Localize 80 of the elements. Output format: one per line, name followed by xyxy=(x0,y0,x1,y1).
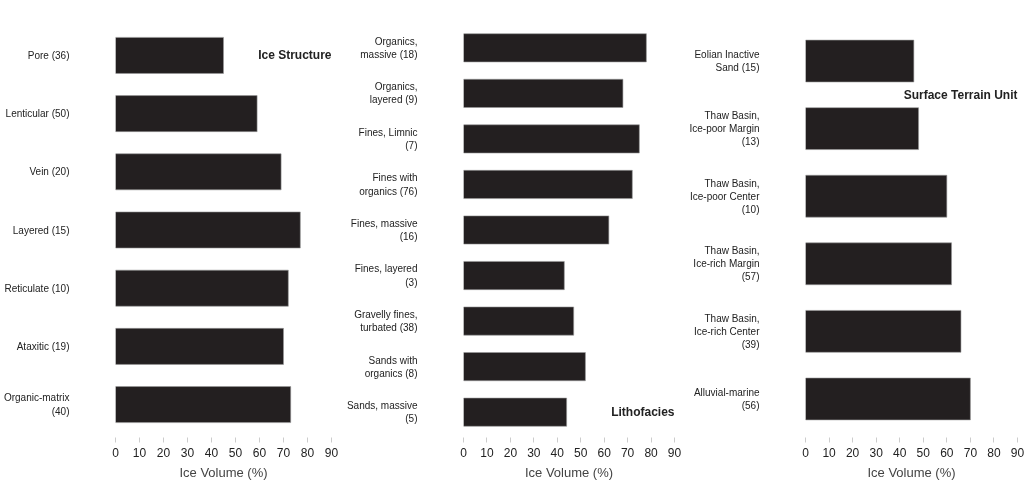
bar xyxy=(463,306,574,336)
bar xyxy=(115,269,289,307)
y-tick-label: Lenticular (50) xyxy=(5,108,70,120)
y-tick-label: Thaw Basin, Ice-poor Center (10) xyxy=(690,177,761,215)
bar xyxy=(463,261,565,290)
bar xyxy=(463,124,640,154)
bar xyxy=(805,39,915,83)
x-tick-label: 50 xyxy=(228,445,243,460)
bar xyxy=(115,328,284,365)
x-tick-label: 80 xyxy=(987,445,1001,460)
y-tick-label: Fines, Limnic (7) xyxy=(358,126,418,152)
x-tick-label: 70 xyxy=(620,445,635,460)
y-tick-label: Eolian Inactive Sand (15) xyxy=(694,48,760,74)
y-tick-label: Gravelly fines, turbated (38) xyxy=(354,308,418,334)
x-tick-label: 20 xyxy=(156,445,171,460)
bar xyxy=(463,170,633,199)
bar xyxy=(115,386,291,423)
bar xyxy=(115,37,224,74)
x-tick-label: 0 xyxy=(460,445,468,460)
x-axis-title: Ice Volume (%) xyxy=(524,464,614,480)
y-tick-label: Fines with organics (76) xyxy=(359,172,418,197)
x-tick-label: 50 xyxy=(574,445,588,460)
text: Surface Terrain Unit xyxy=(903,87,1018,102)
x-tick-label: 60 xyxy=(597,445,612,460)
y-tick-label: Thaw Basin, Ice-rich Center (39) xyxy=(693,312,761,351)
bar xyxy=(463,78,624,108)
y-tick-label: Fines, massive (16) xyxy=(350,217,418,243)
y-tick-label: Sands with organics (8) xyxy=(364,354,418,379)
bar xyxy=(805,377,971,421)
y-tick-label: Thaw Basin, Ice-rich Margin (57) xyxy=(693,245,760,283)
bar xyxy=(463,397,567,427)
x-tick-label: 70 xyxy=(276,445,291,460)
y-tick-label: Organics, massive (18) xyxy=(360,35,418,60)
bar xyxy=(463,33,647,63)
bar xyxy=(115,95,258,132)
x-tick-label: 70 xyxy=(963,445,978,460)
y-tick-label: Alluvial-marine (56) xyxy=(693,386,760,412)
y-tick-label: Thaw Basin, Ice-poor Margin (13) xyxy=(689,109,760,148)
x-axis-title: Ice Volume (%) xyxy=(867,464,956,480)
y-tick-label: Organic-matrix (40) xyxy=(3,392,70,417)
y-tick-label: Reticulate (10) xyxy=(4,282,70,294)
x-tick-label: 10 xyxy=(480,445,494,460)
x-tick-label: 90 xyxy=(324,445,339,460)
text: Ice Structure xyxy=(258,48,332,63)
text: Lithofacies xyxy=(611,405,675,420)
bar xyxy=(805,174,948,218)
x-tick-label: 60 xyxy=(940,445,954,460)
x-tick-label: 10 xyxy=(132,445,147,460)
x-tick-label: 50 xyxy=(916,445,931,460)
x-tick-label: 20 xyxy=(845,445,860,460)
bar xyxy=(115,211,301,249)
x-tick-label: 40 xyxy=(204,445,219,460)
x-tick-label: 10 xyxy=(822,445,837,460)
bar xyxy=(463,352,586,382)
y-tick-label: Vein (20) xyxy=(29,166,70,178)
x-tick-label: 30 xyxy=(527,445,541,460)
x-tick-label: 30 xyxy=(180,445,195,460)
y-tick-label: Fines, layered (3) xyxy=(354,263,418,288)
x-tick-label: 90 xyxy=(1010,445,1025,460)
y-tick-label: Layered (15) xyxy=(12,224,70,236)
y-tick-label: Organics, layered (9) xyxy=(369,81,418,106)
bar xyxy=(463,215,610,245)
x-tick-label: 0 xyxy=(112,445,120,460)
y-tick-label: Ataxitic (19) xyxy=(16,340,70,352)
x-tick-label: 30 xyxy=(869,445,884,460)
x-tick-label: 40 xyxy=(550,445,565,460)
bar xyxy=(115,153,282,191)
y-tick-label: Pore (36) xyxy=(27,49,70,61)
x-axis-title: Ice Volume (%) xyxy=(179,464,268,480)
bar xyxy=(805,310,962,353)
x-tick-label: 80 xyxy=(644,445,659,460)
bar xyxy=(805,107,919,150)
x-tick-label: 40 xyxy=(893,445,907,460)
x-tick-label: 0 xyxy=(802,445,810,460)
x-tick-label: 80 xyxy=(300,445,315,460)
y-tick-label: Sands, massive (5) xyxy=(346,400,418,425)
x-tick-label: 90 xyxy=(667,445,682,460)
bar xyxy=(805,242,952,286)
x-tick-label: 20 xyxy=(503,445,518,460)
x-tick-label: 60 xyxy=(252,445,267,460)
